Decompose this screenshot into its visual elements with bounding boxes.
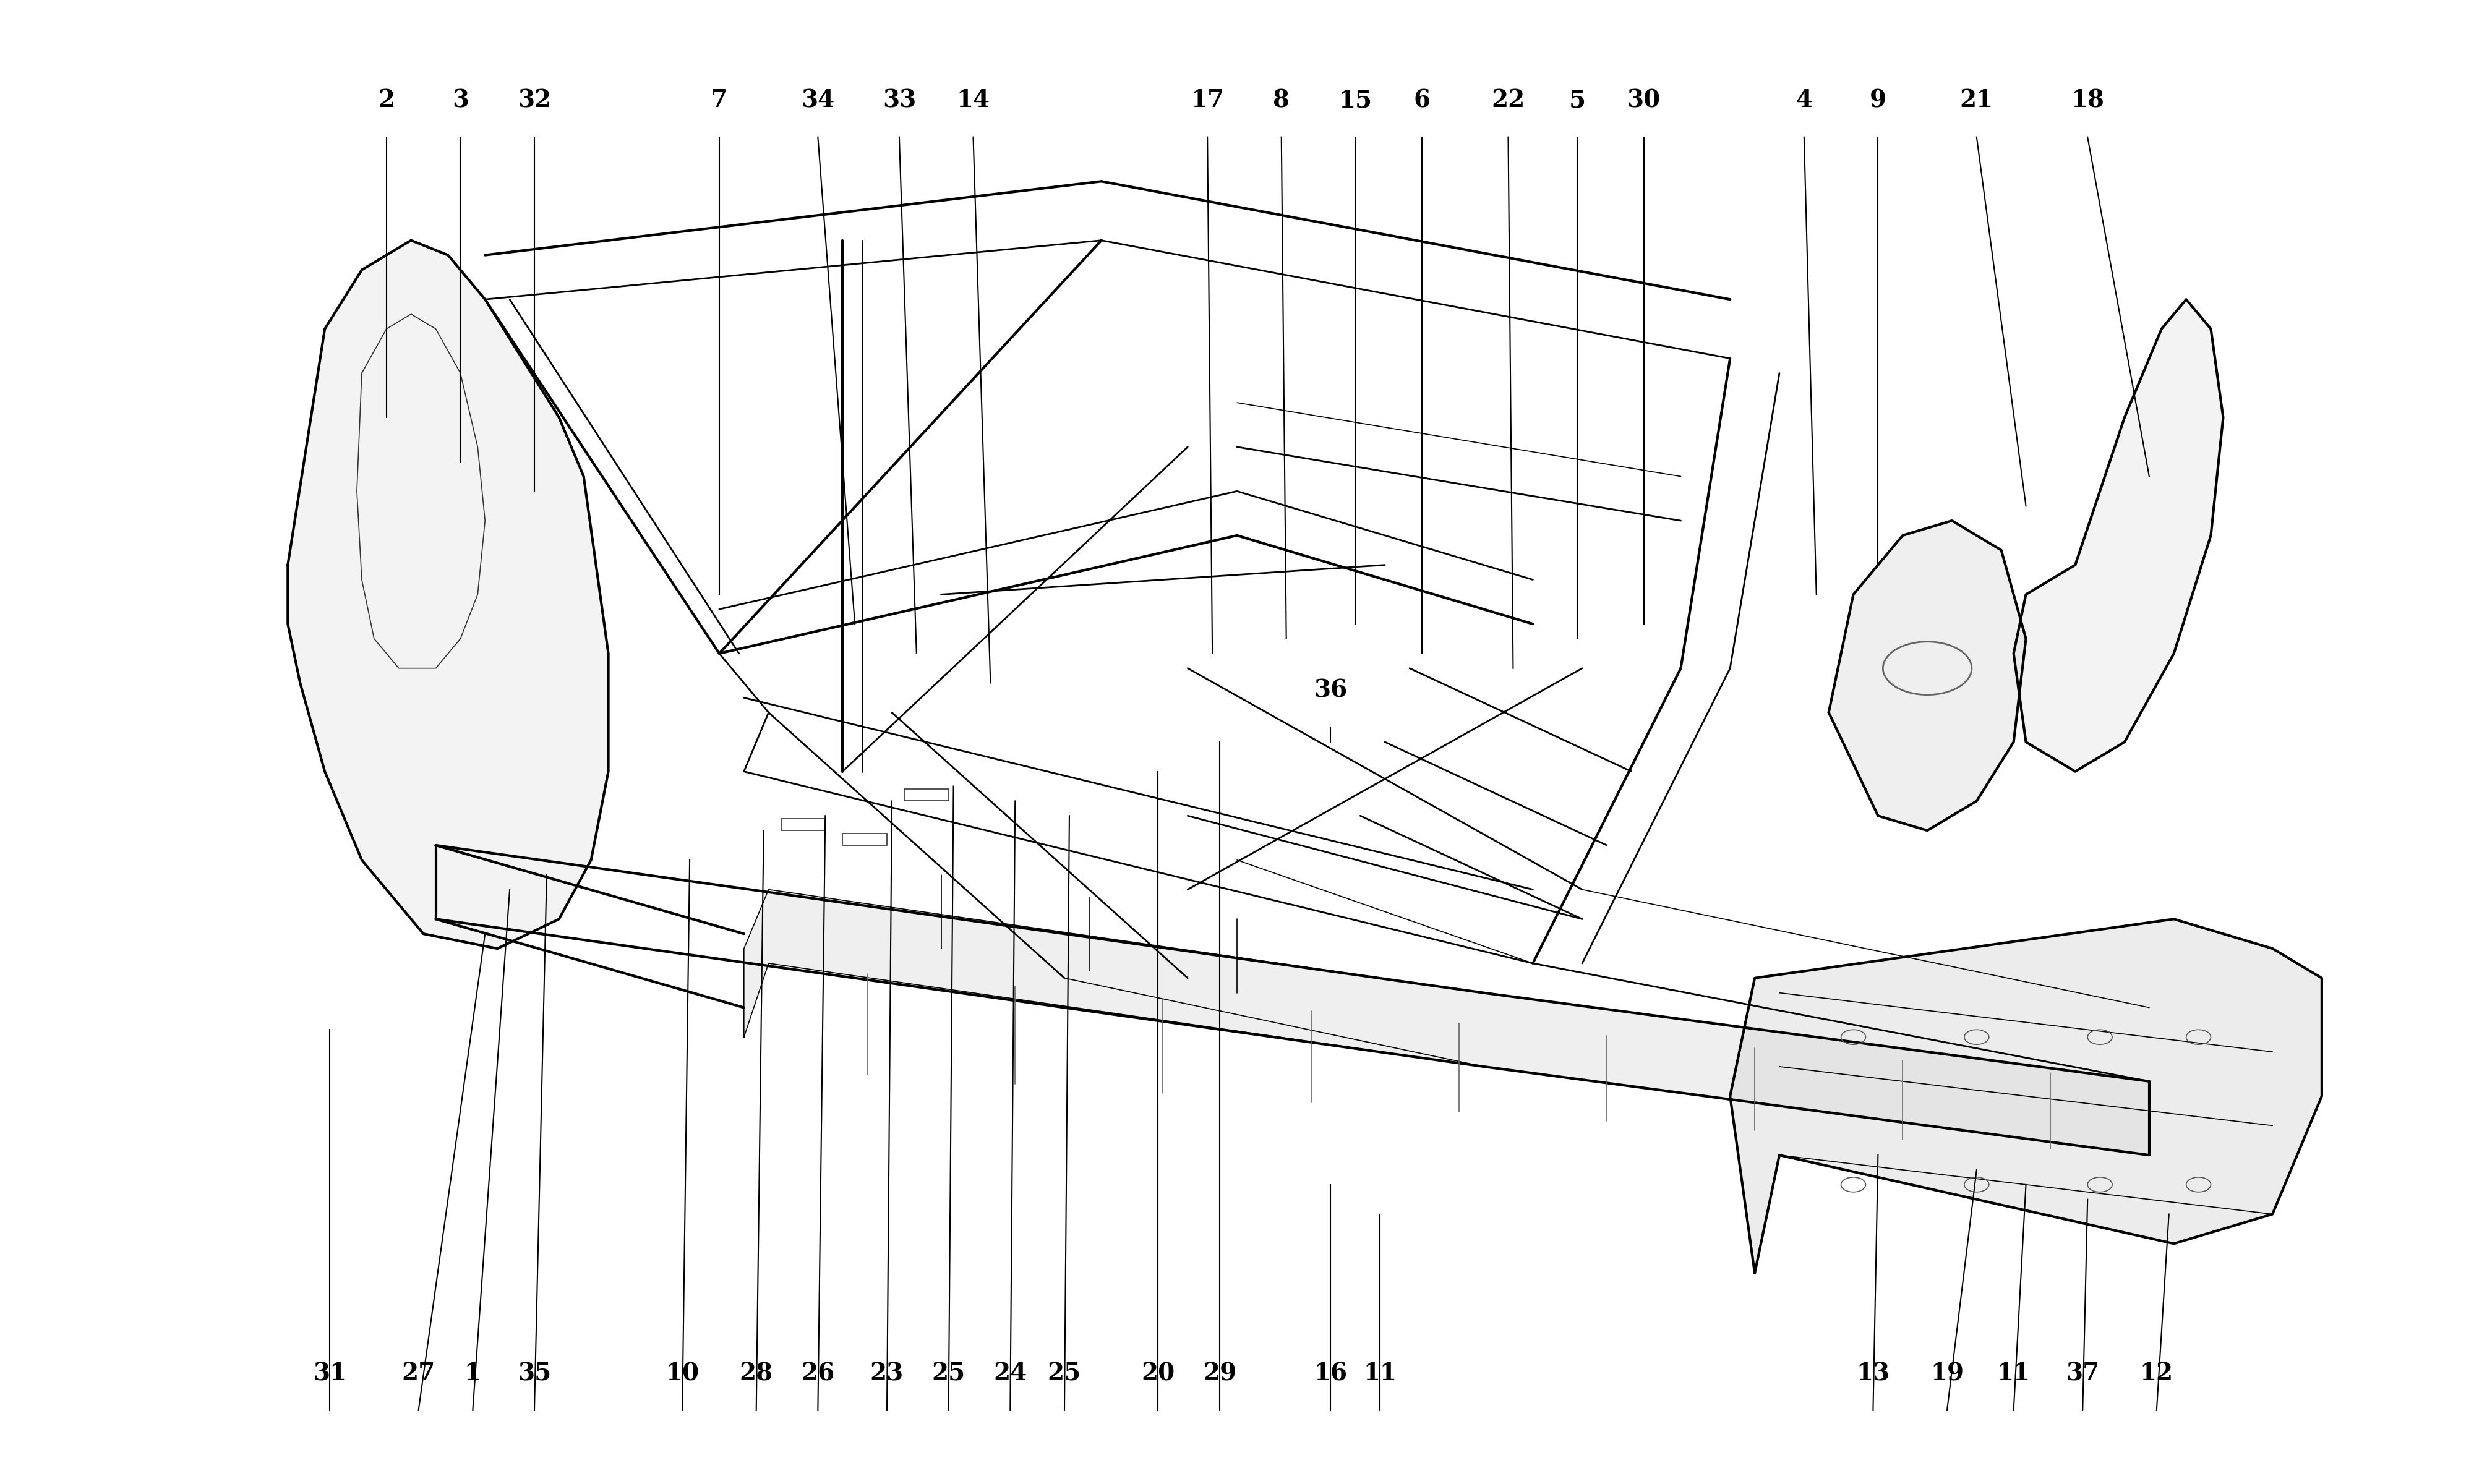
Text: 1: 1	[465, 1362, 480, 1385]
Text: 30: 30	[1628, 89, 1660, 111]
Text: 24: 24	[995, 1362, 1027, 1385]
Text: 27: 27	[401, 1362, 435, 1385]
Text: 5: 5	[1569, 89, 1586, 111]
Text: 32: 32	[517, 89, 552, 111]
Text: 33: 33	[883, 89, 915, 111]
Text: 11: 11	[1997, 1362, 2031, 1385]
Polygon shape	[1729, 919, 2321, 1273]
Text: 35: 35	[517, 1362, 552, 1385]
Polygon shape	[2014, 300, 2224, 772]
Text: 20: 20	[1141, 1362, 1175, 1385]
Text: 6: 6	[1413, 89, 1430, 111]
Text: 12: 12	[2140, 1362, 2172, 1385]
Text: 28: 28	[740, 1362, 772, 1385]
Text: 9: 9	[1870, 89, 1885, 111]
Text: 34: 34	[802, 89, 834, 111]
Text: 18: 18	[2071, 89, 2105, 111]
Text: 37: 37	[2066, 1362, 2100, 1385]
Polygon shape	[1828, 521, 2026, 831]
Text: 29: 29	[1202, 1362, 1237, 1385]
Text: 4: 4	[1796, 89, 1813, 111]
Text: 11: 11	[1363, 1362, 1398, 1385]
Bar	[782, 819, 826, 831]
Text: 16: 16	[1314, 1362, 1348, 1385]
Text: 31: 31	[314, 1362, 346, 1385]
Text: 19: 19	[1930, 1362, 1964, 1385]
Text: 25: 25	[1047, 1362, 1081, 1385]
Text: 21: 21	[1959, 89, 1994, 111]
Text: 15: 15	[1338, 89, 1373, 111]
Text: 7: 7	[710, 89, 727, 111]
Bar	[903, 789, 948, 801]
Text: 36: 36	[1314, 678, 1348, 702]
Text: 10: 10	[666, 1362, 700, 1385]
Text: 22: 22	[1492, 89, 1524, 111]
Text: 23: 23	[871, 1362, 903, 1385]
Bar	[844, 834, 886, 846]
Text: 13: 13	[1856, 1362, 1890, 1385]
Polygon shape	[287, 240, 609, 948]
Text: 3: 3	[453, 89, 468, 111]
Text: 14: 14	[957, 89, 990, 111]
Polygon shape	[745, 889, 2150, 1155]
Text: 25: 25	[933, 1362, 965, 1385]
Text: 17: 17	[1190, 89, 1225, 111]
Text: 26: 26	[802, 1362, 834, 1385]
Text: 2: 2	[379, 89, 396, 111]
Text: 8: 8	[1274, 89, 1289, 111]
